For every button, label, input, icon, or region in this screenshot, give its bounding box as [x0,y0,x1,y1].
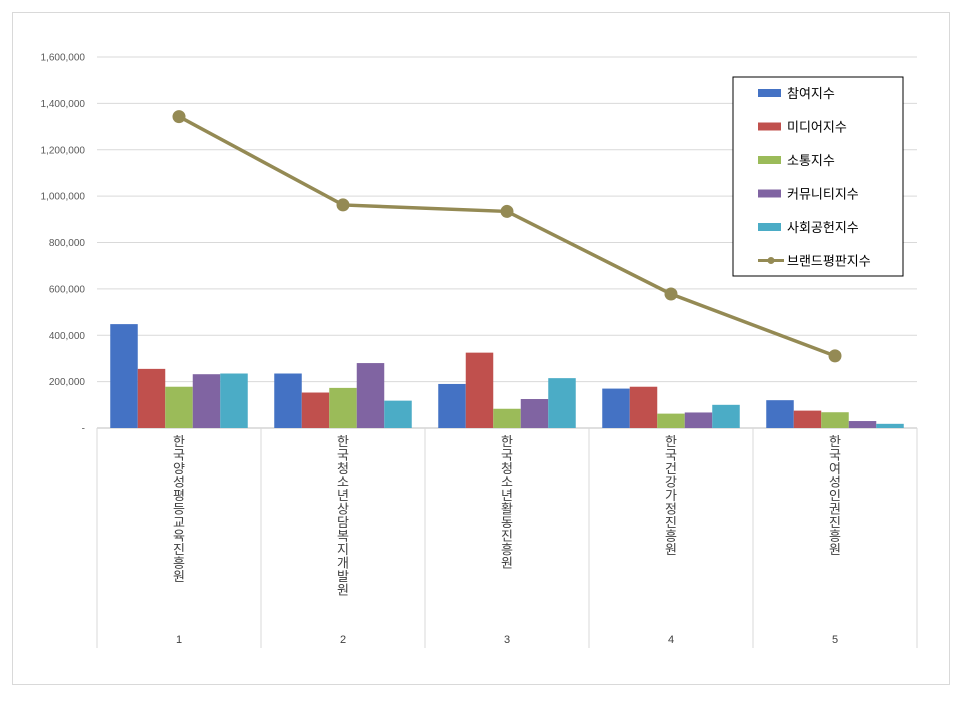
bar-소통지수-4 [657,413,685,428]
legend-label: 사회공헌지수 [787,221,859,236]
bar-참여지수-5 [766,400,794,428]
point-브랜드평판지수-1 [172,110,186,124]
y-tick-label: 1,600,000 [41,53,86,64]
point-브랜드평판지수-4 [664,287,678,301]
legend-swatch-참여지수 [758,89,781,97]
bar-미디어지수-5 [793,410,822,428]
y-tick-label: 600,000 [49,284,86,295]
y-tick-label: 800,000 [49,238,86,249]
point-브랜드평판지수-3 [500,204,514,218]
bar-커뮤니티지수-1 [192,374,221,428]
bar-소통지수-1 [165,386,193,428]
y-tick-label: 1,400,000 [41,99,86,110]
point-브랜드평판지수-5 [828,349,842,363]
y-tick-label: 1,200,000 [41,145,86,156]
bar-사회공헌지수-5 [876,423,904,428]
bar-미디어지수-2 [301,392,330,428]
bar-소통지수-2 [329,387,357,428]
bar-커뮤니티지수-3 [520,399,549,428]
category-label: 1 [176,634,182,646]
category-label: 2 [340,634,346,646]
bar-미디어지수-1 [137,368,166,428]
chart-frame [12,12,950,685]
y-tick-label: - [82,424,85,435]
y-tick-label: 1,000,000 [41,192,86,203]
legend-swatch-미디어지수 [758,122,781,131]
bar-미디어지수-3 [465,352,494,428]
bar-참여지수-3 [438,383,466,428]
legend-label: 참여지수 [787,87,835,102]
bar-소통지수-3 [493,408,521,428]
y-tick-label: 200,000 [49,377,86,388]
bar-참여지수-4 [602,388,630,428]
bar-커뮤니티지수-4 [684,412,713,428]
legend-marker-브랜드평판지수 [767,257,775,264]
bar-소통지수-5 [821,412,849,428]
legend-swatch-소통지수 [758,156,781,164]
bar-참여지수-1 [110,324,138,428]
bar-미디어지수-4 [629,386,658,428]
bar-사회공헌지수-3 [548,378,576,428]
category-label: 3 [504,634,510,646]
legend-swatch-사회공헌지수 [758,223,781,231]
bar-사회공헌지수-1 [220,373,248,428]
legend-label: 커뮤니티지수 [787,188,859,203]
legend-label: 미디어지수 [787,121,847,136]
bar-사회공헌지수-4 [712,404,740,428]
bar-커뮤니티지수-2 [356,363,385,428]
category-label: 4 [668,634,674,646]
point-브랜드평판지수-2 [336,198,350,212]
category-label: 5 [832,634,838,646]
legend-label: 소통지수 [787,154,835,169]
legend-label: 브랜드평판지수 [787,255,871,270]
bar-사회공헌지수-2 [384,400,412,428]
y-tick-label: 400,000 [49,331,86,342]
bar-참여지수-2 [274,373,302,428]
legend-swatch-커뮤니티지수 [758,189,781,198]
bar-커뮤니티지수-5 [848,421,877,428]
legend-box [732,76,904,277]
